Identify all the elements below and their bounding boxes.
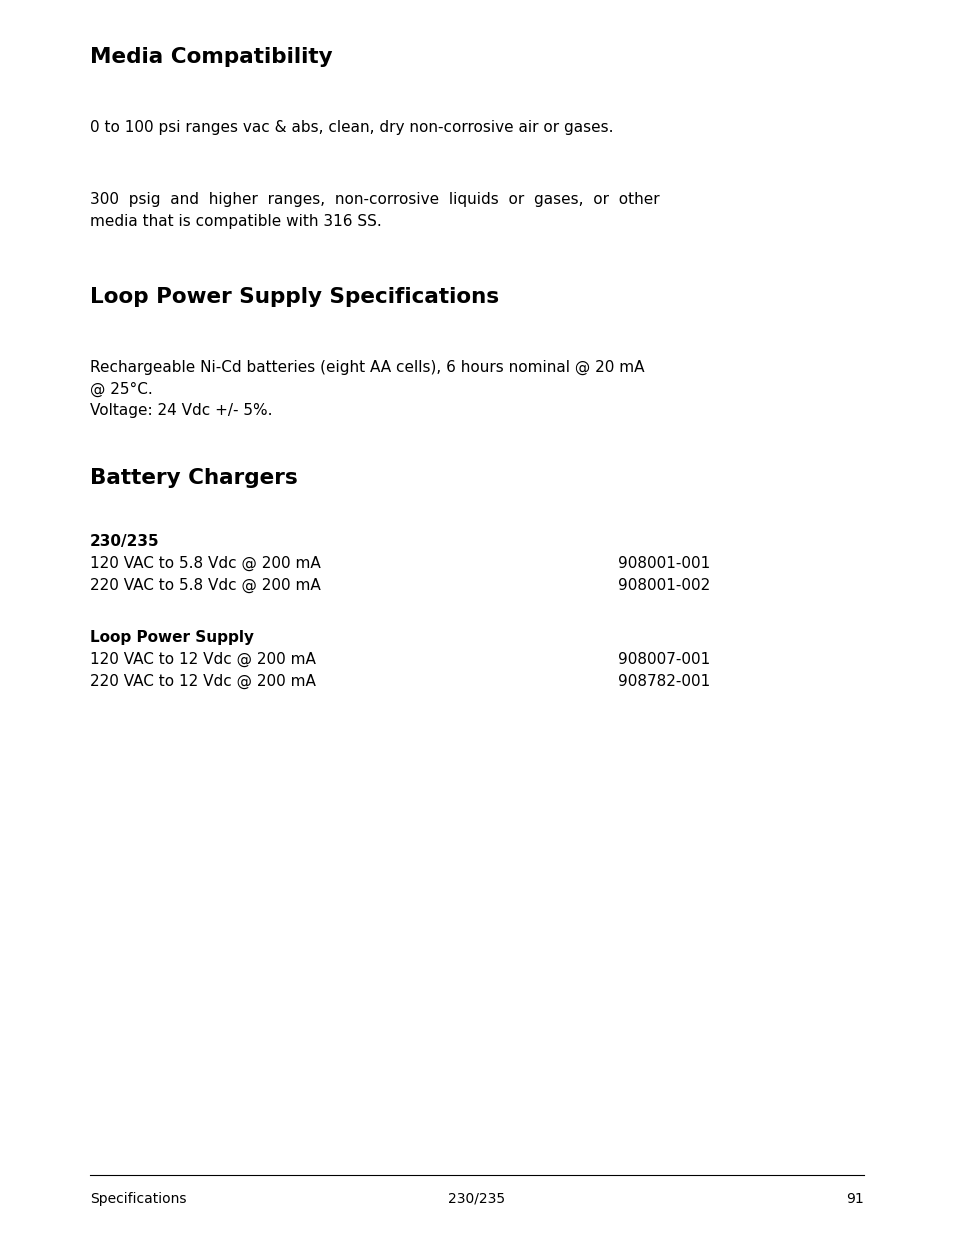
Text: 0 to 100 psi ranges vac & abs, clean, dry non-corrosive air or gases.: 0 to 100 psi ranges vac & abs, clean, dr… xyxy=(90,120,613,135)
Text: 230/235: 230/235 xyxy=(90,534,159,550)
Text: media that is compatible with 316 SS.: media that is compatible with 316 SS. xyxy=(90,214,381,228)
Text: Loop Power Supply: Loop Power Supply xyxy=(90,630,253,645)
Text: 908001-001: 908001-001 xyxy=(618,556,709,571)
Text: @ 25°C.: @ 25°C. xyxy=(90,382,152,398)
Text: 230/235: 230/235 xyxy=(448,1192,505,1207)
Text: 220 VAC to 12 Vdc @ 200 mA: 220 VAC to 12 Vdc @ 200 mA xyxy=(90,674,315,689)
Text: 908001-002: 908001-002 xyxy=(618,578,709,593)
Text: 908007-001: 908007-001 xyxy=(618,652,709,667)
Text: Rechargeable Ni-Cd batteries (eight AA cells), 6 hours nominal @ 20 mA: Rechargeable Ni-Cd batteries (eight AA c… xyxy=(90,359,644,375)
Text: 300  psig  and  higher  ranges,  non-corrosive  liquids  or  gases,  or  other: 300 psig and higher ranges, non-corrosiv… xyxy=(90,191,659,207)
Text: 91: 91 xyxy=(845,1192,863,1207)
Text: 908782-001: 908782-001 xyxy=(618,674,709,689)
Text: 120 VAC to 12 Vdc @ 200 mA: 120 VAC to 12 Vdc @ 200 mA xyxy=(90,652,315,667)
Text: Voltage: 24 Vdc +/- 5%.: Voltage: 24 Vdc +/- 5%. xyxy=(90,403,273,417)
Text: Battery Chargers: Battery Chargers xyxy=(90,468,297,488)
Text: Specifications: Specifications xyxy=(90,1192,186,1207)
Text: 120 VAC to 5.8 Vdc @ 200 mA: 120 VAC to 5.8 Vdc @ 200 mA xyxy=(90,556,320,572)
Text: 220 VAC to 5.8 Vdc @ 200 mA: 220 VAC to 5.8 Vdc @ 200 mA xyxy=(90,578,320,593)
Text: Media Compatibility: Media Compatibility xyxy=(90,47,333,67)
Text: Loop Power Supply Specifications: Loop Power Supply Specifications xyxy=(90,287,498,308)
